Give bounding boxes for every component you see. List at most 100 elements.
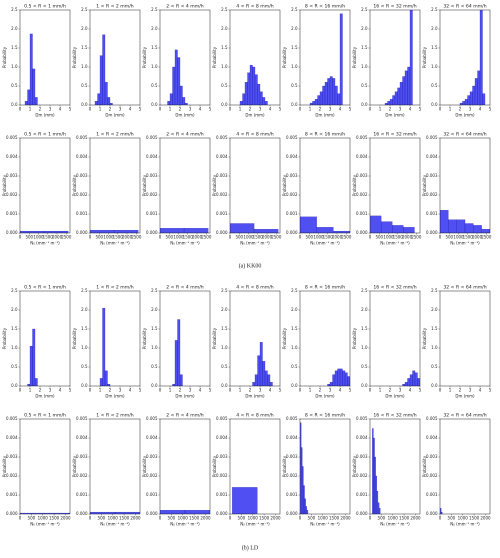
panel-title: 32 < R < 64 mm/h [443,132,486,138]
bar [184,510,210,514]
y-tick-label: 0.5 [11,83,18,88]
y-axis-label: Probability [72,46,77,68]
y-tick-label: 0.000 [76,230,88,235]
bar [312,101,316,105]
y-tick-label: 0.005 [146,416,158,421]
y-tick-label: 0.0 [291,383,298,388]
bar [183,228,209,233]
x-tick-label: 1500 [393,235,404,240]
x-tick-label: 0 [439,516,442,521]
bar [375,475,377,514]
x-axis-label: N₀ (mm⁻¹ m⁻³) [450,241,480,246]
y-tick-label: 0.004 [146,435,158,440]
x-tick-label: 0 [299,235,302,240]
bar [374,456,376,514]
x-tick-label: 500 [28,516,36,521]
plot-frame [229,9,281,106]
bar [412,370,416,386]
panel-title: 0.5 < R < 1 mm/h [24,4,66,10]
bar [327,78,331,105]
bar [179,374,183,386]
x-axis-label: N₀ (mm⁻¹ m⁻³) [30,522,60,527]
x-tick-label: 2 [39,388,42,393]
y-tick-label: 0.001 [286,211,298,216]
x-tick-label: 4 [269,388,272,393]
y-tick-label: 0.000 [286,511,298,516]
x-tick-label: 0 [229,235,232,240]
panel-title: 2 < R < 4 mm/h [166,285,204,291]
x-tick-label: 4 [59,107,62,112]
panel-title: 32 < R < 64 mm/h [443,285,486,291]
x-tick-label: 5 [279,388,282,393]
y-tick-label: 0.0 [81,383,88,388]
x-tick-label: 1000 [178,516,189,521]
y-tick-label: 0.000 [6,511,18,516]
bar [104,370,108,386]
panel-title: 0.5 < R < 1 mm/h [24,413,66,419]
y-tick-label: 2.0 [291,26,298,31]
y-tick-label: 0.000 [426,230,438,235]
x-tick-label: 2000 [332,235,343,240]
x-tick-label: 1500 [183,235,194,240]
y-axis-label: Probability [2,46,7,68]
x-tick-label: 500 [448,516,456,521]
x-tick-label: 1000 [383,235,394,240]
x-tick-label: 4 [479,388,482,393]
y-tick-label: 0.0 [221,383,228,388]
bar [114,511,140,514]
x-tick-label: 1 [309,107,312,112]
x-tick-label: 2000 [130,516,141,521]
x-tick-label: 4 [409,388,412,393]
bar [34,97,38,105]
x-tick-label: 1000 [248,516,259,521]
y-tick-label: 0.003 [286,454,298,459]
x-tick-label: 500 [375,235,383,240]
y-tick-label: 2.0 [431,307,438,312]
y-tick-label: 1.5 [151,45,158,50]
caption: (a) KK00 [239,262,262,269]
panel-title: 1 < R < 2 mm/h [96,285,134,291]
y-tick-label: 2.5 [151,288,158,293]
bar [29,33,33,105]
y-tick-label: 0.005 [6,416,18,421]
bar [32,68,36,105]
bar [337,93,341,105]
y-tick-label: 0.001 [356,211,368,216]
y-tick-label: 0.005 [6,135,18,140]
x-tick-label: 2500 [201,235,212,240]
x-axis-label: N₀ (mm⁻¹ m⁻³) [100,241,130,246]
x-tick-label: 2000 [192,235,203,240]
plot-frame [299,137,351,234]
bar [394,91,398,105]
y-tick-label: 2.0 [11,26,18,31]
bar [252,66,256,105]
y-tick-label: 0.001 [216,492,228,497]
y-axis-label: Probability [282,455,287,477]
bar [387,101,391,105]
y-axis-label: Probability [422,174,427,196]
y-tick-label: 1.5 [81,45,88,50]
y-tick-label: 0.004 [426,435,438,440]
bar [464,99,468,105]
x-tick-label: 5 [69,107,72,112]
plot-frame [369,290,421,387]
y-tick-label: 0.001 [76,211,88,216]
y-axis-label: Probability [352,455,357,477]
y-tick-label: 2.5 [11,7,18,12]
x-tick-label: 2500 [271,235,282,240]
bar [467,95,471,105]
y-tick-label: 2.5 [431,7,438,12]
bar [373,437,375,514]
bar [482,93,486,105]
y-axis-label: Probability [282,46,287,68]
plot-frame [439,418,491,515]
y-tick-label: 0.002 [76,473,88,478]
bar [414,372,418,386]
y-tick-label: 0.000 [356,230,368,235]
panel-title: 16 < R < 32 mm/h [373,285,416,291]
x-tick-label: 1000 [313,235,324,240]
bar [339,13,343,105]
bar [409,374,413,386]
y-tick-label: 0.001 [146,492,158,497]
